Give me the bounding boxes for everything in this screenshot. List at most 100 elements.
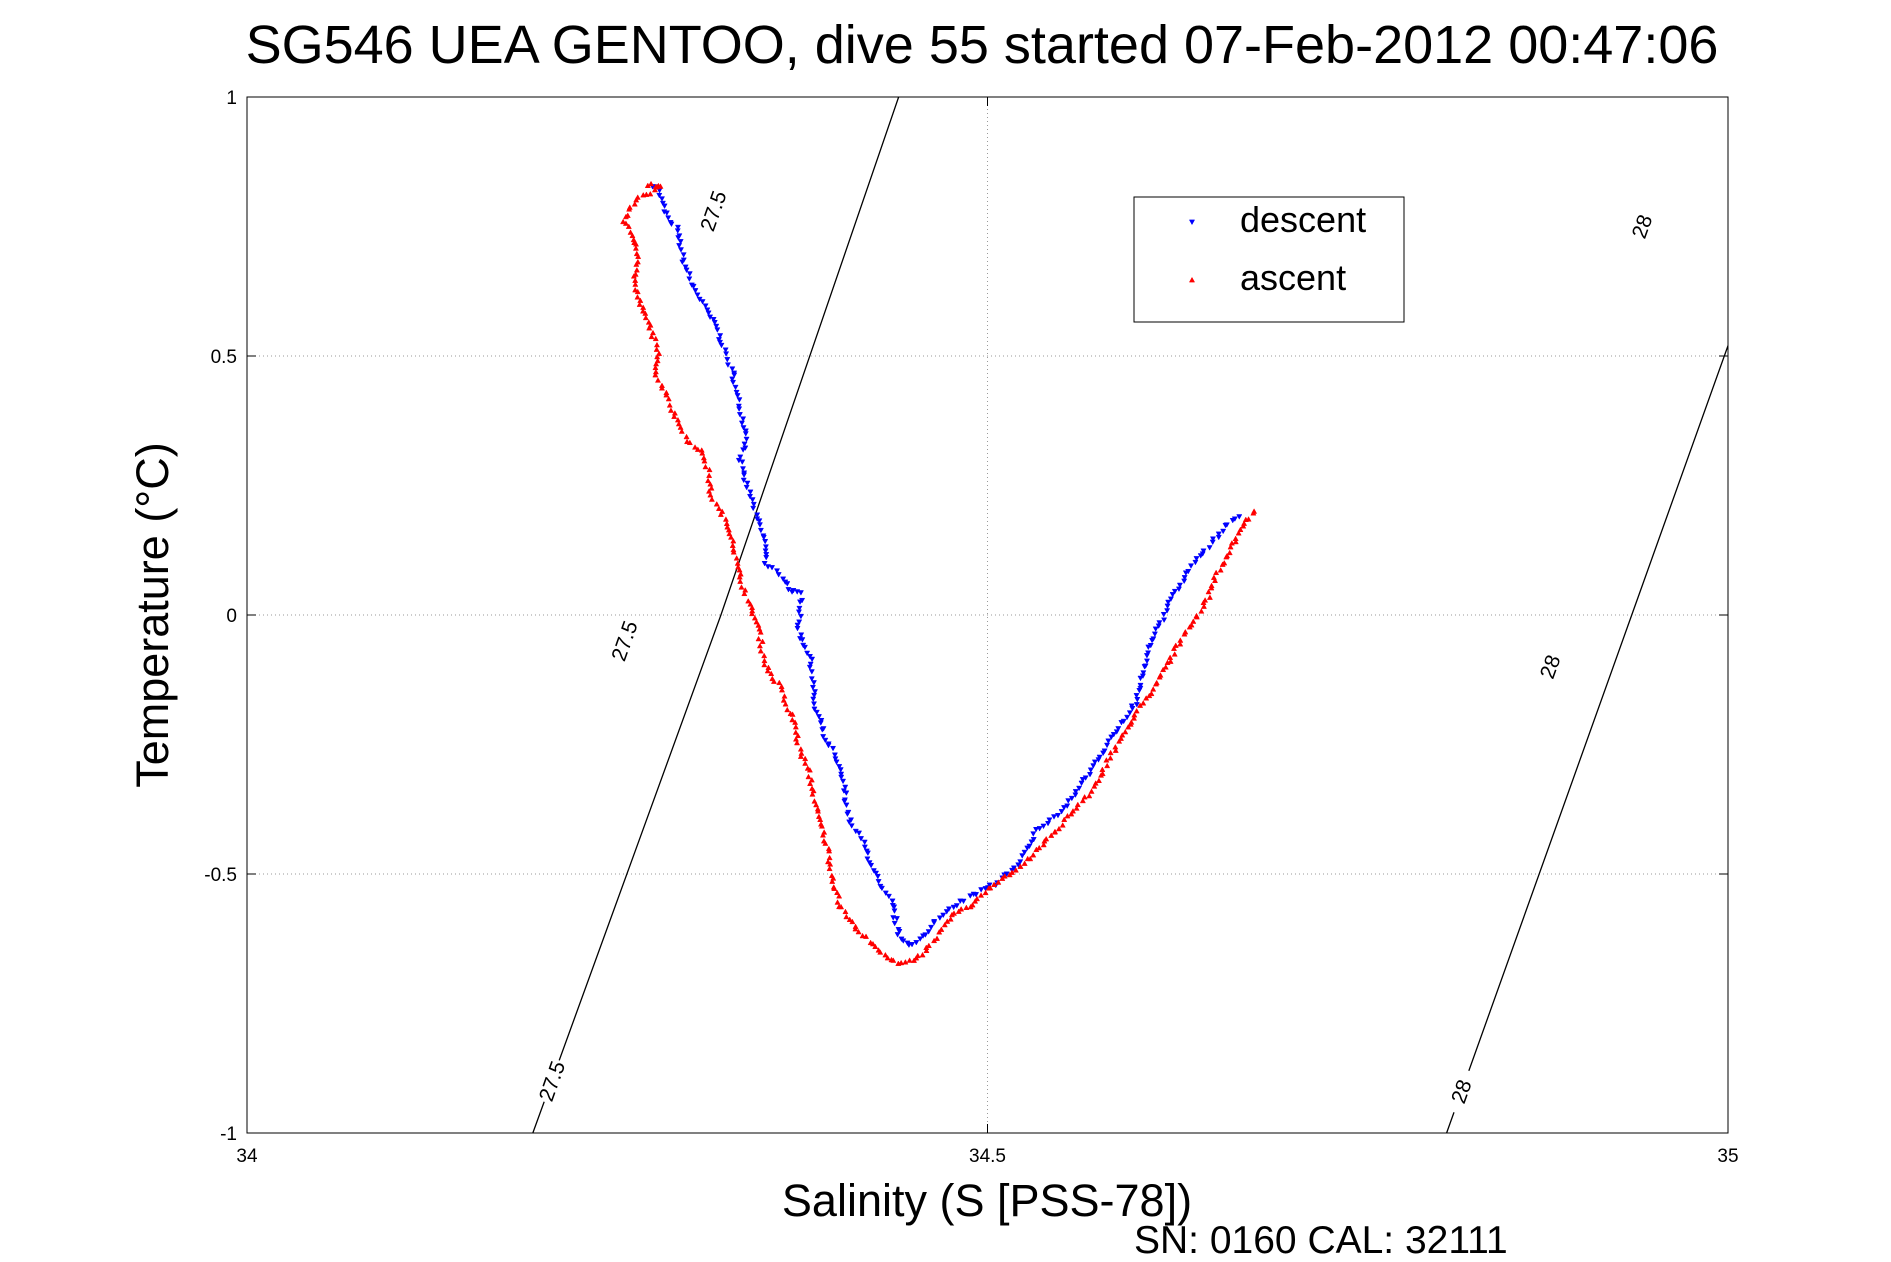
ascent-point	[647, 190, 654, 197]
ascent-point	[1099, 766, 1106, 772]
descent-point	[856, 830, 863, 837]
descent-point	[1145, 650, 1152, 656]
ascent-point	[1148, 690, 1155, 697]
ascent-point	[849, 918, 856, 925]
descent-point	[1015, 862, 1022, 868]
descent-point	[1060, 805, 1068, 811]
ascent-point	[745, 597, 752, 604]
descent-point	[760, 534, 767, 541]
ascent-point	[782, 701, 789, 707]
descent-point	[833, 759, 840, 766]
ascent-point	[708, 485, 715, 491]
ascent-point	[642, 310, 649, 316]
descent-point	[694, 292, 701, 298]
ascent-point	[756, 642, 763, 649]
descent-point	[801, 644, 808, 651]
ascent-point	[755, 622, 762, 628]
descent-point	[873, 870, 880, 877]
ascent-point	[1059, 822, 1066, 828]
descent-point	[1058, 809, 1065, 815]
descent-point	[797, 613, 804, 620]
ascent-point	[713, 501, 720, 507]
descent-point	[830, 745, 837, 752]
series-descent	[649, 184, 1243, 949]
ascent-point	[1241, 520, 1248, 526]
descent-point	[864, 850, 871, 857]
descent-point	[1124, 714, 1131, 721]
descent-point	[978, 887, 985, 893]
grid	[247, 97, 1728, 1133]
ascent-point	[1112, 743, 1119, 750]
descent-point	[1185, 568, 1192, 575]
descent-point	[1096, 754, 1103, 761]
ascent-point	[789, 711, 796, 717]
descent-point	[864, 856, 871, 862]
descent-point	[1010, 865, 1017, 871]
descent-point	[808, 676, 815, 682]
descent-point	[844, 811, 851, 818]
descent-point	[794, 622, 801, 629]
ascent-point	[635, 253, 642, 259]
ascent-point	[633, 261, 640, 267]
legend: descent ascent	[1133, 196, 1405, 323]
ascent-point	[1122, 728, 1129, 735]
descent-point	[797, 590, 804, 596]
descent-point	[717, 339, 724, 346]
contour-label-mask	[692, 185, 735, 237]
descent-point	[773, 568, 781, 574]
descent-point	[1101, 748, 1108, 754]
descent-point	[724, 357, 731, 363]
ascent-point	[765, 664, 772, 670]
ascent-point	[729, 542, 736, 548]
ascent-point	[1177, 640, 1184, 647]
ascent-point	[1069, 808, 1077, 814]
descent-point	[1108, 734, 1115, 741]
ascent-point	[677, 424, 684, 430]
ascent-point	[1162, 664, 1169, 670]
descent-point	[1223, 522, 1230, 528]
ascent-point	[627, 229, 634, 235]
descent-point	[810, 701, 818, 707]
ascent-point	[620, 218, 627, 225]
ascent-point	[733, 555, 740, 561]
descent-point	[820, 734, 827, 740]
ascent-point	[1205, 588, 1212, 595]
ascent-point	[838, 903, 845, 910]
descent-point	[809, 656, 816, 663]
ascent-point	[1107, 755, 1114, 761]
ascent-point	[1227, 543, 1234, 550]
descent-point	[1164, 603, 1171, 610]
ascent-point	[759, 638, 766, 644]
ascent-point	[747, 601, 754, 607]
descent-point	[1176, 582, 1183, 589]
descent-point	[754, 512, 761, 518]
descent-point	[806, 654, 814, 660]
descent-point	[809, 684, 816, 691]
ascent-point	[1177, 637, 1184, 643]
ascent-point	[852, 925, 859, 932]
ascent-point	[646, 324, 653, 331]
descent-point	[762, 544, 769, 550]
descent-point	[1187, 563, 1195, 569]
descent-point	[813, 709, 820, 716]
descent-point	[986, 882, 993, 889]
ascent-point	[761, 652, 768, 659]
ascent-point	[1171, 651, 1178, 657]
ascent-point	[882, 951, 889, 958]
ascent-point	[991, 881, 998, 887]
ascent-point	[1081, 793, 1088, 800]
ascent-point	[707, 481, 714, 487]
ascent-point	[1117, 735, 1125, 741]
descent-point	[1165, 599, 1172, 606]
descent-point	[1030, 837, 1037, 843]
descent-point	[1003, 871, 1010, 877]
ascent-point	[675, 420, 682, 427]
ascent-point	[634, 288, 641, 295]
descent-point	[740, 477, 747, 484]
descent-point	[837, 767, 844, 773]
descent-point	[875, 879, 882, 885]
ascent-point	[890, 957, 897, 963]
ascent-point	[656, 350, 663, 356]
ascent-point	[1055, 825, 1063, 832]
descent-point	[749, 497, 756, 503]
